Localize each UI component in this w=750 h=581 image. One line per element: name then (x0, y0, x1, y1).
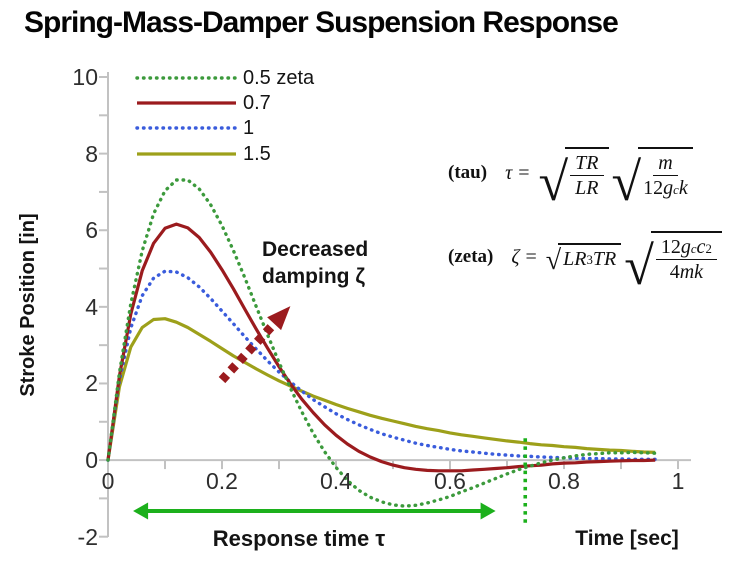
y-tick-label: 4 (85, 293, 98, 320)
equals-sign: = (525, 245, 537, 268)
y-tick-label: -2 (77, 523, 98, 550)
response-time-arrowhead-right (480, 502, 496, 520)
radical-sign: √ (538, 152, 569, 213)
equals-sign: = (518, 161, 530, 184)
y-tick-label: 10 (72, 64, 98, 90)
radical-sign: √ (611, 152, 642, 213)
radical-1: √ TR LR (538, 146, 609, 213)
curve-zeta-0.7 (106, 222, 656, 473)
damping-arrow-line (218, 316, 282, 384)
response-time-arrowhead-left (133, 502, 149, 520)
decreased-damping-line1: Decreased (262, 238, 369, 261)
legend-label-0.7: 0.7 (243, 92, 271, 114)
radical-sign: √ (624, 236, 654, 297)
zeta-label: (zeta) (448, 246, 494, 267)
zeta-formula-row: (zeta) ζ = √ LR 3 TR √ 12 g c c 2 4 mk (448, 226, 722, 297)
x-tick-label: 1 (671, 468, 685, 494)
response-time-label: Response time τ (212, 526, 386, 551)
tau-equation: τ = √ TR LR √ m 12 g c k (505, 146, 693, 213)
legend-label-1: 1 (243, 117, 255, 139)
tau-formula-row: (tau) τ = √ TR LR √ m 1 (448, 144, 693, 213)
x-tick-label: 0.8 (548, 468, 580, 494)
y-tick-label: 2 (85, 370, 98, 397)
legend-label-1.5: 1.5 (243, 143, 271, 165)
tau-symbol: τ (505, 161, 513, 184)
decreased-damping-annotation: Decreased damping ζ (262, 236, 368, 290)
x-tick-label: 0.6 (434, 468, 466, 494)
zeta-equation: ζ = √ LR 3 TR √ 12 g c c 2 4 mk (511, 230, 722, 297)
zeta-symbol: ζ (511, 245, 520, 268)
damping-arrowhead (267, 306, 291, 331)
x-tick-label: 0.2 (206, 468, 238, 494)
tau-label: (tau) (448, 162, 488, 183)
page-title: Spring-Mass-Damper Suspension Response (24, 6, 619, 39)
y-tick-label: 0 (85, 447, 98, 474)
radical-4: √ 12 g c c 2 4 mk (624, 230, 722, 297)
legend-label-0.5: 0.5 zeta (243, 67, 315, 89)
y-tick-label: 6 (85, 217, 98, 244)
curve-zeta-1.5 (106, 317, 656, 461)
decreased-damping-line2: damping ζ (262, 265, 366, 288)
radical-3: √ LR 3 TR (545, 243, 622, 277)
radical-2: √ m 12 g c k (611, 146, 693, 213)
x-tick-label: 0.4 (320, 468, 352, 494)
curve-zeta-0.5 (106, 178, 657, 508)
radical-sign: √ (545, 245, 562, 277)
x-axis-title: Time [sec] (575, 527, 679, 550)
x-tick-label: 0 (101, 468, 115, 494)
y-tick-label: 8 (85, 140, 98, 167)
curve-zeta-1 (106, 269, 657, 462)
